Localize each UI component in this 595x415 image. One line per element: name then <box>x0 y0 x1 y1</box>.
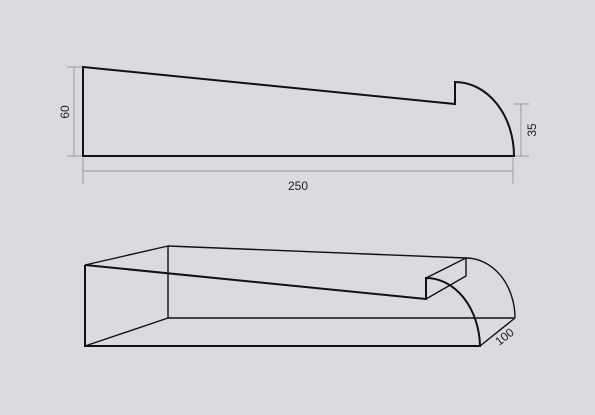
dimension-height-right: 35 <box>514 103 539 157</box>
back-face <box>167 246 514 319</box>
dimension-label-100: 100 <box>492 325 517 349</box>
dimension-label-60: 60 <box>58 105 72 119</box>
edge-bottom-left <box>84 317 169 347</box>
edge-bottom-right <box>479 317 516 347</box>
side-profile-outline <box>82 65 516 157</box>
dimension-label-35: 35 <box>525 123 539 137</box>
edge-top-left <box>84 245 169 266</box>
step-top-face <box>425 256 467 300</box>
edge-top-back <box>167 245 467 259</box>
back-curve <box>465 257 516 319</box>
dimension-height-left: 60 <box>58 66 82 157</box>
isometric-view: 100 <box>84 245 517 349</box>
dimension-length: 250 <box>82 158 514 193</box>
front-face <box>84 264 482 347</box>
side-view: 60 35 250 <box>58 65 539 193</box>
dimension-label-250: 250 <box>288 179 308 193</box>
